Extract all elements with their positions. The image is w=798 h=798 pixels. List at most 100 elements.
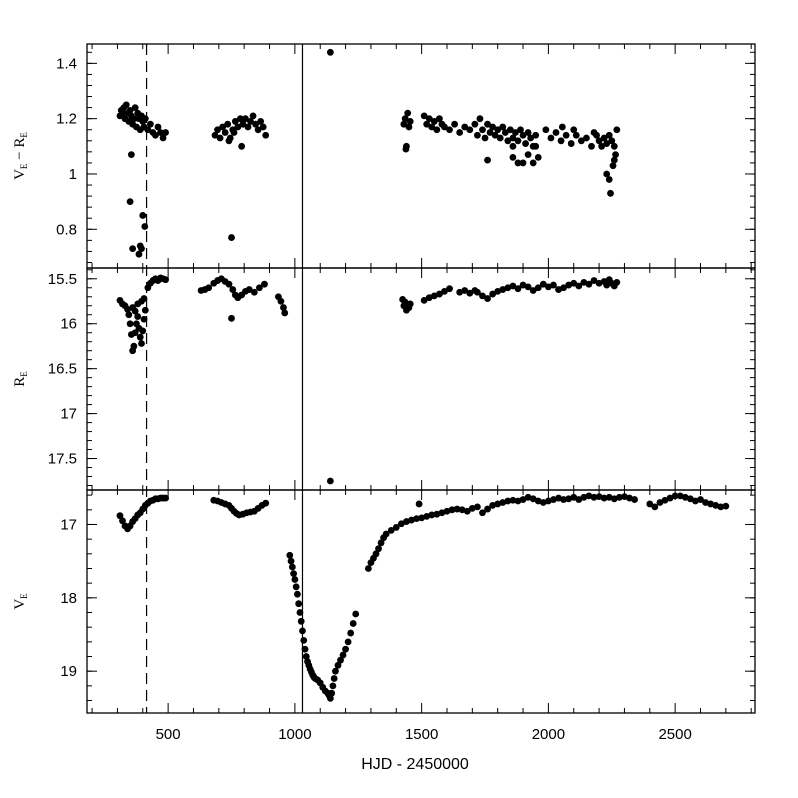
data-point <box>250 288 258 296</box>
data-point <box>607 189 614 197</box>
y-tick-label: 15.5 <box>48 271 77 288</box>
data-point <box>453 505 461 513</box>
data-point <box>326 694 334 702</box>
data-point <box>329 682 337 690</box>
data-point <box>236 115 244 123</box>
data-point <box>529 159 537 167</box>
data-point <box>339 651 347 659</box>
data-point <box>583 134 590 142</box>
data-point <box>261 280 268 288</box>
data-point <box>216 134 224 142</box>
data-point <box>532 131 540 139</box>
data-point <box>567 140 575 147</box>
color-panel: 0.8 1 1.2 1.4 VE − RE <box>12 43 756 269</box>
data-point <box>131 329 139 337</box>
data-point <box>522 140 529 147</box>
data-point <box>471 120 479 128</box>
y-tick-label: 1.4 <box>56 55 77 72</box>
data-point <box>326 477 334 485</box>
data-point <box>126 106 134 114</box>
data-point <box>302 653 310 660</box>
data-point <box>479 126 486 134</box>
data-point <box>352 610 360 618</box>
data-point <box>342 645 349 653</box>
y-tick-label: 17 <box>60 406 77 423</box>
y-tick-label: 0.8 <box>56 221 77 238</box>
data-point <box>154 123 162 131</box>
data-point <box>131 307 139 315</box>
data-point <box>297 617 305 625</box>
data-point <box>430 118 438 125</box>
data-point <box>247 118 254 125</box>
data-point <box>125 311 133 319</box>
data-point <box>162 129 169 136</box>
data-point <box>135 250 143 258</box>
data-point <box>372 550 380 558</box>
data-point <box>230 129 238 136</box>
data-point <box>281 309 289 317</box>
data-point <box>550 281 557 289</box>
y-tick-label: 19 <box>60 663 77 680</box>
data-point <box>435 290 443 298</box>
data-point <box>249 112 257 120</box>
data-point <box>509 142 517 150</box>
data-point <box>671 492 679 500</box>
y-tick-label: 1 <box>69 166 77 183</box>
data-point <box>519 159 527 167</box>
data-point <box>595 137 603 145</box>
data-point <box>461 123 469 131</box>
data-point <box>489 123 497 131</box>
data-point <box>577 137 585 145</box>
data-point <box>157 129 164 136</box>
data-point <box>486 129 494 136</box>
data-point <box>524 283 532 291</box>
data-point <box>446 126 453 134</box>
data-point <box>330 675 338 682</box>
data-point <box>501 129 509 136</box>
data-point <box>292 583 300 591</box>
data-point <box>651 503 659 511</box>
data-point <box>560 496 567 503</box>
data-point <box>138 340 145 347</box>
data-point <box>423 120 431 128</box>
data-point <box>529 495 537 503</box>
data-point <box>130 115 138 123</box>
data-point <box>542 126 550 134</box>
data-point <box>600 494 608 502</box>
data-point <box>441 287 448 295</box>
x-tick-label: 500 <box>156 726 181 743</box>
data-point <box>134 313 142 320</box>
data-point <box>603 140 611 147</box>
data-point <box>141 115 149 123</box>
data-point <box>560 284 567 292</box>
data-point <box>590 129 598 136</box>
data-point <box>257 118 265 125</box>
data-point <box>463 507 471 515</box>
plot-frame <box>86 489 756 714</box>
data-point <box>406 118 414 125</box>
y-axis-label: RE <box>12 371 29 387</box>
data-point <box>141 223 149 230</box>
data-point <box>552 129 560 136</box>
data-point <box>514 285 522 293</box>
data-point <box>136 333 144 341</box>
data-point <box>484 120 491 128</box>
data-point <box>484 295 491 302</box>
data-point <box>466 126 474 134</box>
x-tick-label: 1500 <box>405 726 438 743</box>
x-tick-label: 2500 <box>658 726 691 743</box>
data-point <box>404 109 412 117</box>
data-point <box>575 496 583 503</box>
data-point <box>219 123 227 131</box>
data-point <box>605 176 613 183</box>
data-point <box>280 304 287 311</box>
data-point <box>517 126 524 134</box>
data-point <box>504 497 512 505</box>
data-point <box>162 276 169 284</box>
data-point <box>441 123 448 131</box>
data-point <box>435 115 443 123</box>
data-point <box>499 123 507 131</box>
data-point <box>661 496 669 504</box>
data-point <box>140 315 148 323</box>
